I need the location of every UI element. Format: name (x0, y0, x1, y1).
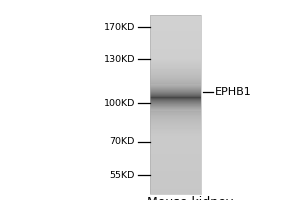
Text: 70KD: 70KD (110, 138, 135, 146)
Text: 170KD: 170KD (103, 22, 135, 31)
Text: 55KD: 55KD (110, 170, 135, 180)
Text: EPHB1: EPHB1 (214, 87, 251, 97)
Text: 100KD: 100KD (103, 98, 135, 108)
Bar (150, 15, 201, 194)
Text: 130KD: 130KD (103, 54, 135, 64)
Text: Mouse kidney: Mouse kidney (147, 196, 234, 200)
